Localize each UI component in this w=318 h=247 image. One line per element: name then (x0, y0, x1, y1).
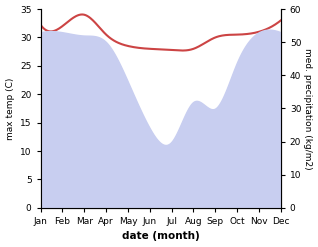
Y-axis label: med. precipitation (kg/m2): med. precipitation (kg/m2) (303, 48, 313, 169)
Y-axis label: max temp (C): max temp (C) (5, 77, 15, 140)
X-axis label: date (month): date (month) (122, 231, 200, 242)
